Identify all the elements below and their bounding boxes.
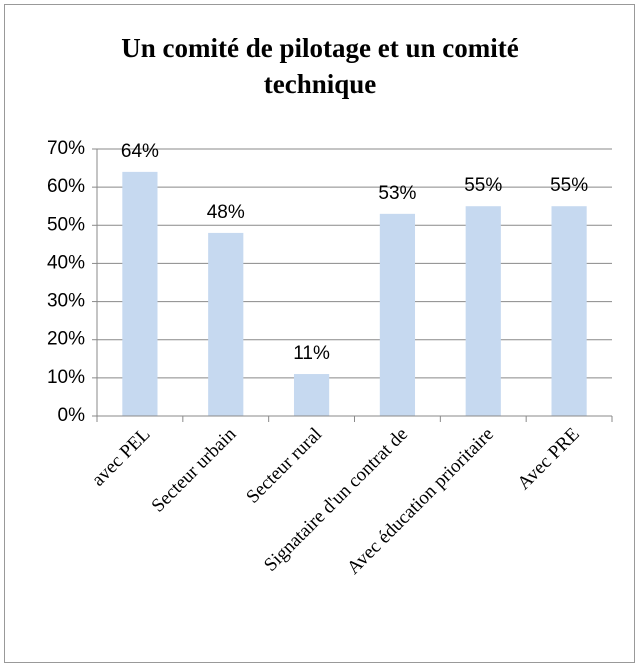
data-label: 55%	[464, 175, 502, 196]
data-label: 11%	[293, 343, 330, 364]
y-tick-label: 60%	[47, 176, 85, 197]
chart-border	[4, 4, 635, 663]
y-tick-label: 30%	[47, 291, 85, 312]
data-label: 53%	[378, 183, 416, 204]
bar	[293, 374, 330, 416]
bar	[208, 232, 244, 416]
data-label: 64%	[121, 141, 159, 162]
data-label: 48%	[207, 202, 245, 223]
bar	[465, 206, 501, 416]
y-tick-label: 40%	[47, 252, 85, 273]
y-tick-label: 50%	[47, 214, 85, 235]
y-tick-label: 70%	[47, 138, 85, 159]
y-tick-label: 10%	[47, 367, 85, 388]
chart-title: Un comité de pilotage et un comité techn…	[121, 33, 519, 99]
y-tick-label: 20%	[47, 329, 85, 350]
y-tick-label: 0%	[58, 405, 86, 426]
bar	[551, 206, 587, 416]
data-label: 55%	[550, 175, 588, 196]
bar	[122, 171, 158, 416]
bar	[379, 213, 416, 416]
